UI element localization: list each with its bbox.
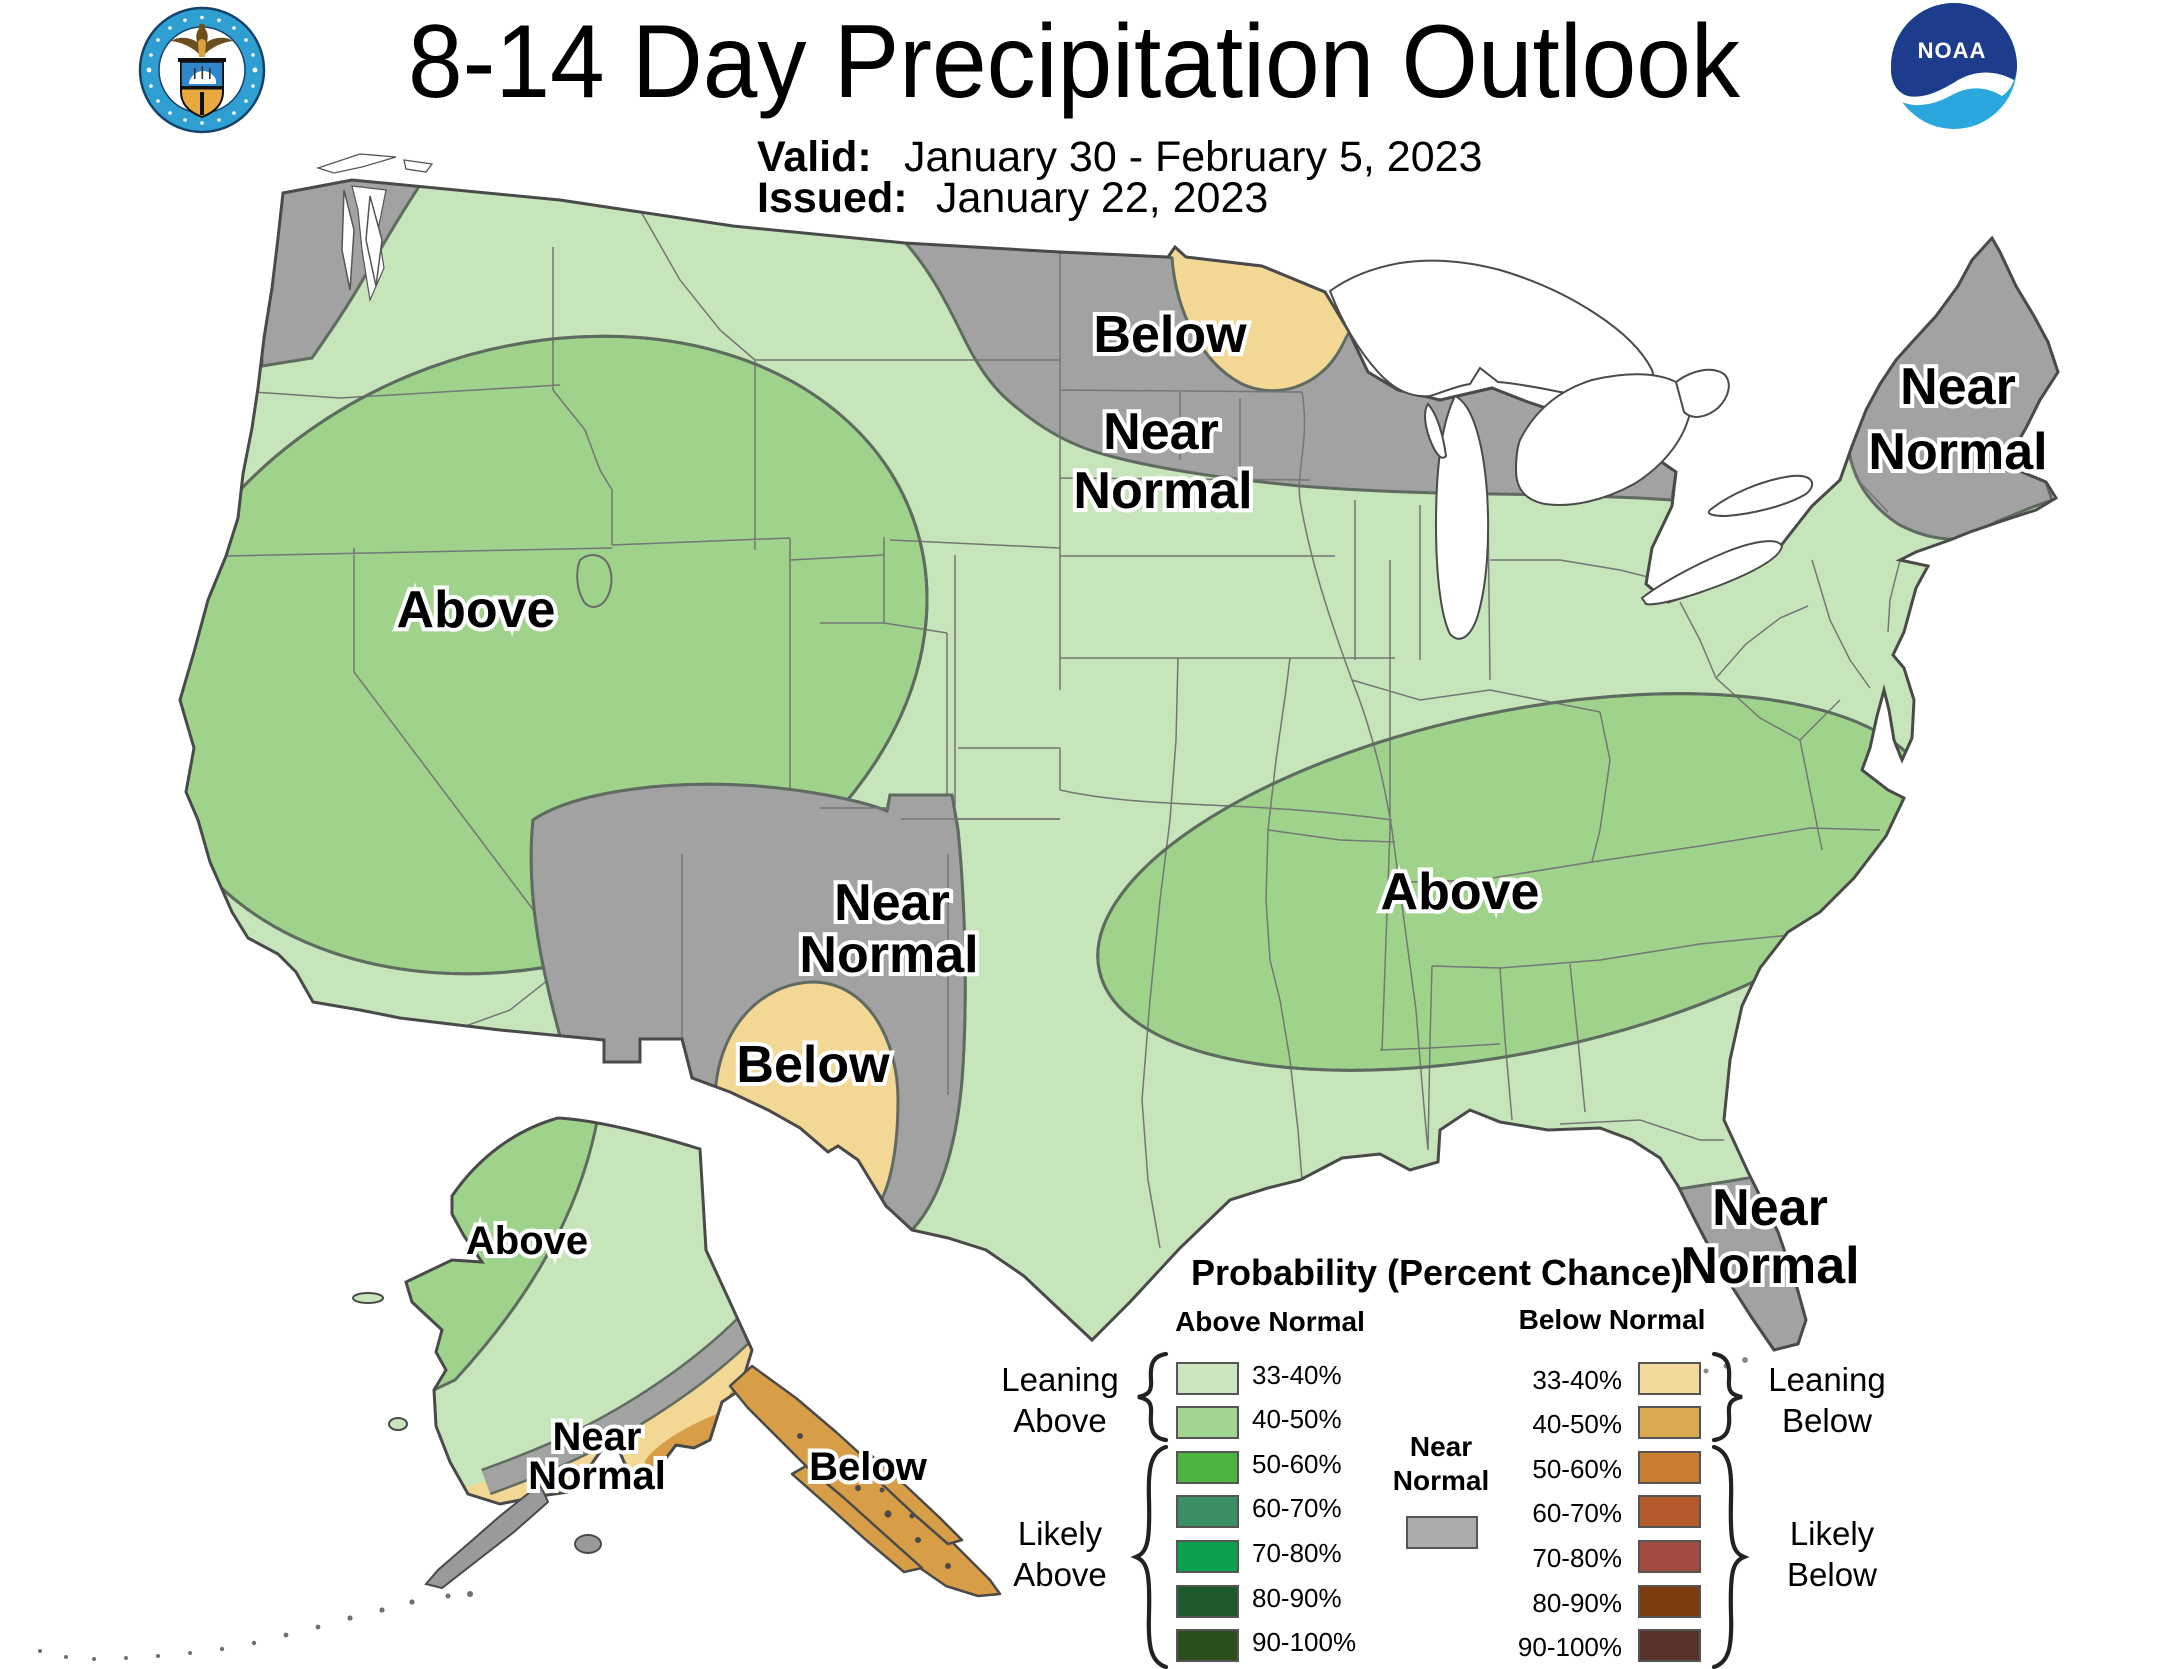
svg-text:Below: Below — [809, 1445, 928, 1489]
svg-text:Near: Near — [1103, 403, 1219, 461]
svg-text:80-90%: 80-90% — [1532, 1588, 1622, 1618]
svg-text:Below: Below — [736, 1036, 890, 1094]
svg-text:Near: Near — [834, 874, 950, 932]
svg-text:90-100%: 90-100% — [1518, 1632, 1622, 1662]
svg-text:Below Normal: Below Normal — [1519, 1304, 1706, 1335]
svg-text:Above Normal: Above Normal — [1175, 1306, 1365, 1337]
svg-text:Near: Near — [1712, 1179, 1828, 1237]
svg-text:Probability (Percent Chance): Probability (Percent Chance) — [1191, 1252, 1683, 1293]
svg-text:Above: Above — [466, 1219, 588, 1263]
svg-text:90-100%: 90-100% — [1252, 1627, 1356, 1657]
svg-text:Valid:: Valid: — [757, 133, 872, 181]
svg-text:Below: Below — [1093, 306, 1247, 364]
svg-text:Normal: Normal — [528, 1454, 666, 1498]
svg-text:January 22, 2023: January 22, 2023 — [936, 174, 1268, 222]
svg-text:70-80%: 70-80% — [1252, 1538, 1342, 1568]
svg-text:Normal: Normal — [1073, 462, 1252, 520]
svg-text:Normal: Normal — [799, 926, 978, 984]
svg-text:Near: Near — [1900, 358, 2016, 416]
svg-text:Near: Near — [553, 1415, 642, 1459]
svg-text:NOAA: NOAA — [1918, 38, 1987, 63]
svg-text:50-60%: 50-60% — [1252, 1449, 1342, 1479]
svg-text:Leaning: Leaning — [1768, 1361, 1885, 1398]
svg-text:Below: Below — [1782, 1402, 1872, 1439]
svg-text:January 30 - February 5, 2023: January 30 - February 5, 2023 — [904, 133, 1482, 181]
svg-text:Above: Above — [1013, 1402, 1107, 1439]
svg-text:40-50%: 40-50% — [1532, 1409, 1622, 1439]
svg-text:33-40%: 33-40% — [1532, 1365, 1622, 1395]
svg-text:80-90%: 80-90% — [1252, 1583, 1342, 1613]
svg-text:60-70%: 60-70% — [1532, 1498, 1622, 1528]
svg-text:Issued:: Issued: — [757, 174, 908, 222]
svg-text:50-60%: 50-60% — [1532, 1454, 1622, 1484]
svg-text:8-14 Day Precipitation Outlook: 8-14 Day Precipitation Outlook — [408, 4, 1741, 120]
svg-text:70-80%: 70-80% — [1532, 1543, 1622, 1573]
svg-text:Above: Above — [1381, 863, 1540, 921]
svg-text:40-50%: 40-50% — [1252, 1404, 1342, 1434]
svg-text:Likely: Likely — [1018, 1515, 1103, 1552]
svg-text:Normal: Normal — [1680, 1237, 1859, 1295]
svg-text:60-70%: 60-70% — [1252, 1493, 1342, 1523]
svg-text:Near: Near — [1410, 1431, 1472, 1462]
svg-text:Likely: Likely — [1790, 1515, 1875, 1552]
svg-text:Normal: Normal — [1393, 1465, 1489, 1496]
svg-text:33-40%: 33-40% — [1252, 1360, 1342, 1390]
svg-text:Normal: Normal — [1868, 423, 2047, 481]
svg-text:Leaning: Leaning — [1001, 1361, 1118, 1398]
svg-text:Above: Above — [397, 581, 556, 639]
svg-text:Above: Above — [1013, 1556, 1107, 1593]
svg-text:Below: Below — [1787, 1556, 1877, 1593]
